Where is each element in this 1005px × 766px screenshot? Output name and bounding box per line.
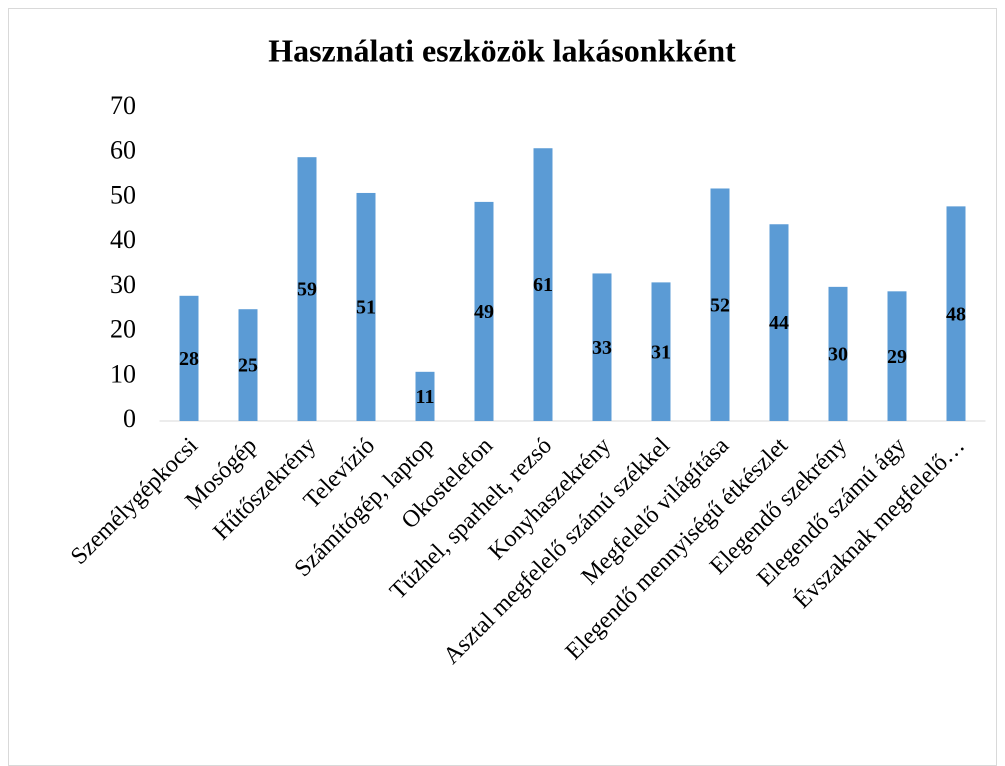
y-tick-label: 0 (123, 404, 136, 433)
bar (297, 157, 317, 421)
data-label: 59 (297, 279, 317, 301)
bar (769, 224, 789, 421)
y-tick-label: 60 (110, 136, 136, 165)
chart-border (8, 8, 997, 766)
bar (887, 291, 907, 421)
bar (710, 188, 730, 421)
data-label: 52 (710, 294, 730, 316)
bar (356, 192, 376, 421)
bar (828, 286, 848, 421)
bar (179, 295, 199, 421)
bar (651, 282, 671, 421)
data-label: 49 (474, 301, 494, 323)
data-label: 51 (356, 297, 376, 319)
data-label: 25 (238, 355, 258, 377)
data-label: 11 (416, 386, 435, 408)
data-label: 29 (887, 346, 907, 368)
bar (474, 201, 494, 421)
y-tick-label: 20 (110, 315, 136, 344)
bar (946, 206, 966, 421)
bar (415, 371, 435, 421)
data-label: 28 (179, 348, 199, 370)
bar (592, 273, 612, 421)
bar (533, 148, 553, 421)
y-tick-label: 50 (110, 180, 136, 209)
y-tick-label: 10 (110, 359, 136, 388)
bar (238, 309, 258, 421)
data-label: 33 (592, 337, 612, 359)
y-tick-label: 30 (110, 270, 136, 299)
data-label: 30 (828, 344, 848, 366)
y-tick-label: 40 (110, 225, 136, 254)
data-label: 61 (533, 274, 553, 296)
data-label: 48 (946, 303, 966, 325)
y-tick-label: 70 (110, 91, 136, 120)
chart-title: Használati eszközök lakásonkként (268, 32, 736, 68)
data-label: 44 (769, 312, 789, 334)
data-label: 31 (651, 341, 671, 363)
